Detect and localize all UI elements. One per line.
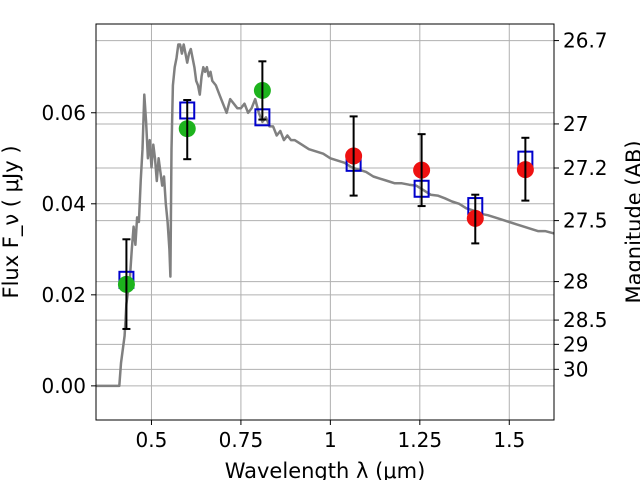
grid — [96, 24, 554, 420]
y-tick-label: 0.02 — [41, 283, 86, 307]
plot-area — [96, 43, 555, 388]
mag-tick-label: 29 — [563, 332, 588, 356]
y-tick-label: 0.00 — [41, 374, 86, 398]
x-tick-label: 0.5 — [136, 428, 168, 452]
mag-tick-label: 28.5 — [563, 308, 608, 332]
x-tick-label: 0.75 — [219, 428, 264, 452]
mag-tick-label: 27 — [563, 112, 588, 136]
mag-tick-label: 27.2 — [563, 156, 608, 180]
mag-tick-label: 28 — [563, 270, 588, 294]
x-axis: 0.5 0.75 1 1.25 1.5 — [136, 420, 525, 452]
mag-tick-label: 27.5 — [563, 209, 608, 233]
x-axis-title: Wavelength λ (μm) — [225, 459, 426, 480]
y-axis-right-title: Magnitude (AB) — [622, 140, 640, 303]
mag-tick-label: 30 — [563, 357, 588, 381]
x-tick-label: 1 — [324, 428, 337, 452]
x-tick-label: 1.5 — [493, 428, 525, 452]
x-tick-label: 1.25 — [398, 428, 443, 452]
mag-tick-label: 26.7 — [563, 29, 608, 53]
y-axis-left: 0.00 0.02 0.04 0.06 — [41, 101, 96, 398]
y-tick-label: 0.06 — [41, 101, 86, 125]
y-axis-title: Flux F_ν ( μJy ) — [0, 145, 24, 298]
plot-frame — [95, 23, 555, 421]
model-spectrum-line — [96, 43, 555, 388]
y-tick-label: 0.04 — [41, 192, 86, 216]
